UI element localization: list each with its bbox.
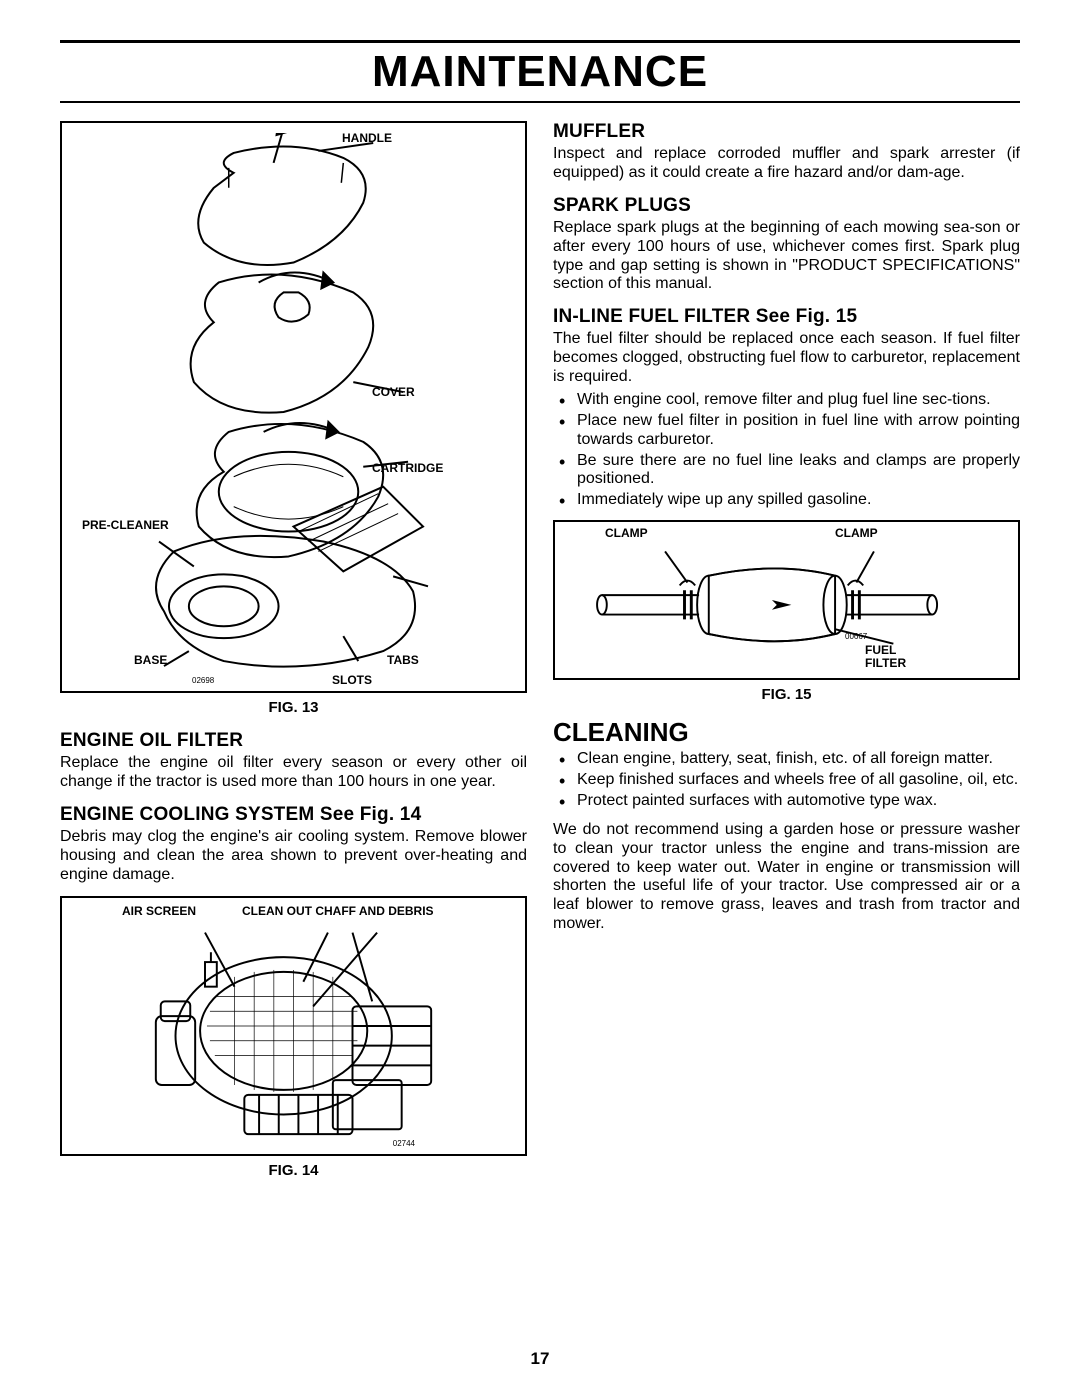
- figure-13-diagram: [72, 133, 515, 681]
- oil-filter-text: Replace the engine oil filter every seas…: [60, 754, 527, 792]
- page-title: MAINTENANCE: [60, 47, 1020, 97]
- cleaning-bullets: Clean engine, battery, seat, finish, etc…: [553, 750, 1020, 811]
- list-item: With engine cool, remove filter and plug…: [553, 391, 1020, 410]
- fig13-caption: FIG. 13: [60, 699, 527, 716]
- fig13-id: 02698: [192, 676, 214, 685]
- label-tabs: TABS: [387, 653, 419, 667]
- right-column: MUFFLER Inspect and replace corroded muf…: [553, 121, 1020, 1193]
- fuel-filter-text: The fuel filter should be replaced once …: [553, 330, 1020, 387]
- list-item: Place new fuel filter in position in fue…: [553, 412, 1020, 450]
- figure-15-box: CLAMP CLAMP FUEL FILTER 00667: [553, 520, 1020, 680]
- top-rule: [60, 40, 1020, 43]
- label-air-screen: AIR SCREEN: [122, 904, 196, 918]
- fig14-id: 02744: [393, 1139, 415, 1148]
- label-slots: SLOTS: [332, 673, 372, 687]
- figure-13-box: HANDLE COVER CARTRIDGE PRE-CLEANER BASE …: [60, 121, 527, 693]
- figure-14-diagram: [72, 908, 515, 1144]
- label-clean-out: CLEAN OUT CHAFF AND DEBRIS: [242, 904, 434, 918]
- content-columns: HANDLE COVER CARTRIDGE PRE-CLEANER BASE …: [60, 121, 1020, 1193]
- label-clamp-right: CLAMP: [835, 526, 878, 540]
- figure-14-box: AIR SCREEN CLEAN OUT CHAFF AND DEBRIS 02…: [60, 896, 527, 1156]
- label-clamp-left: CLAMP: [605, 526, 648, 540]
- label-base: BASE: [134, 653, 167, 667]
- fig15-caption: FIG. 15: [553, 686, 1020, 703]
- fig15-id: 00667: [845, 632, 867, 641]
- left-column: HANDLE COVER CARTRIDGE PRE-CLEANER BASE …: [60, 121, 527, 1193]
- cooling-heading: ENGINE COOLING SYSTEM See Fig. 14: [60, 804, 527, 826]
- label-handle: HANDLE: [342, 131, 392, 145]
- list-item: Keep finished surfaces and wheels free o…: [553, 771, 1020, 790]
- list-item: Protect painted surfaces with automotive…: [553, 792, 1020, 811]
- label-cover: COVER: [372, 385, 415, 399]
- list-item: Clean engine, battery, seat, finish, etc…: [553, 750, 1020, 769]
- label-cartridge: CARTRIDGE: [372, 461, 443, 475]
- title-underline: [60, 101, 1020, 103]
- list-item: Be sure there are no fuel line leaks and…: [553, 452, 1020, 490]
- fuel-filter-bullets: With engine cool, remove filter and plug…: [553, 391, 1020, 510]
- cleaning-text: We do not recommend using a garden hose …: [553, 821, 1020, 934]
- label-fuel-filter: FUEL FILTER: [865, 644, 906, 669]
- label-precleaner: PRE-CLEANER: [82, 518, 169, 532]
- spark-heading: SPARK PLUGS: [553, 195, 1020, 217]
- spark-text: Replace spark plugs at the beginning of …: [553, 219, 1020, 295]
- oil-filter-heading: ENGINE OIL FILTER: [60, 730, 527, 752]
- muffler-text: Inspect and replace corroded muffler and…: [553, 145, 1020, 183]
- fig14-caption: FIG. 14: [60, 1162, 527, 1179]
- figure-15-diagram: [565, 532, 1008, 668]
- page-number: 17: [0, 1349, 1080, 1369]
- muffler-heading: MUFFLER: [553, 121, 1020, 143]
- fuel-filter-heading: IN-LINE FUEL FILTER See Fig. 15: [553, 306, 1020, 328]
- list-item: Immediately wipe up any spilled gasoline…: [553, 491, 1020, 510]
- cleaning-heading: CLEANING: [553, 717, 1020, 748]
- cooling-text: Debris may clog the engine's air cooling…: [60, 828, 527, 885]
